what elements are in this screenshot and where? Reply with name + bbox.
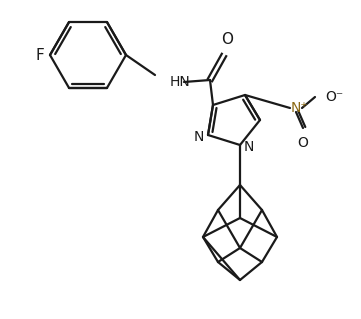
Text: HN: HN (170, 75, 191, 89)
Text: O: O (221, 32, 233, 47)
Text: N⁺: N⁺ (291, 101, 309, 115)
Text: F: F (35, 48, 44, 63)
Text: O⁻: O⁻ (325, 90, 343, 104)
Text: O: O (297, 136, 308, 150)
Text: N: N (193, 130, 204, 144)
Text: N: N (244, 140, 255, 154)
